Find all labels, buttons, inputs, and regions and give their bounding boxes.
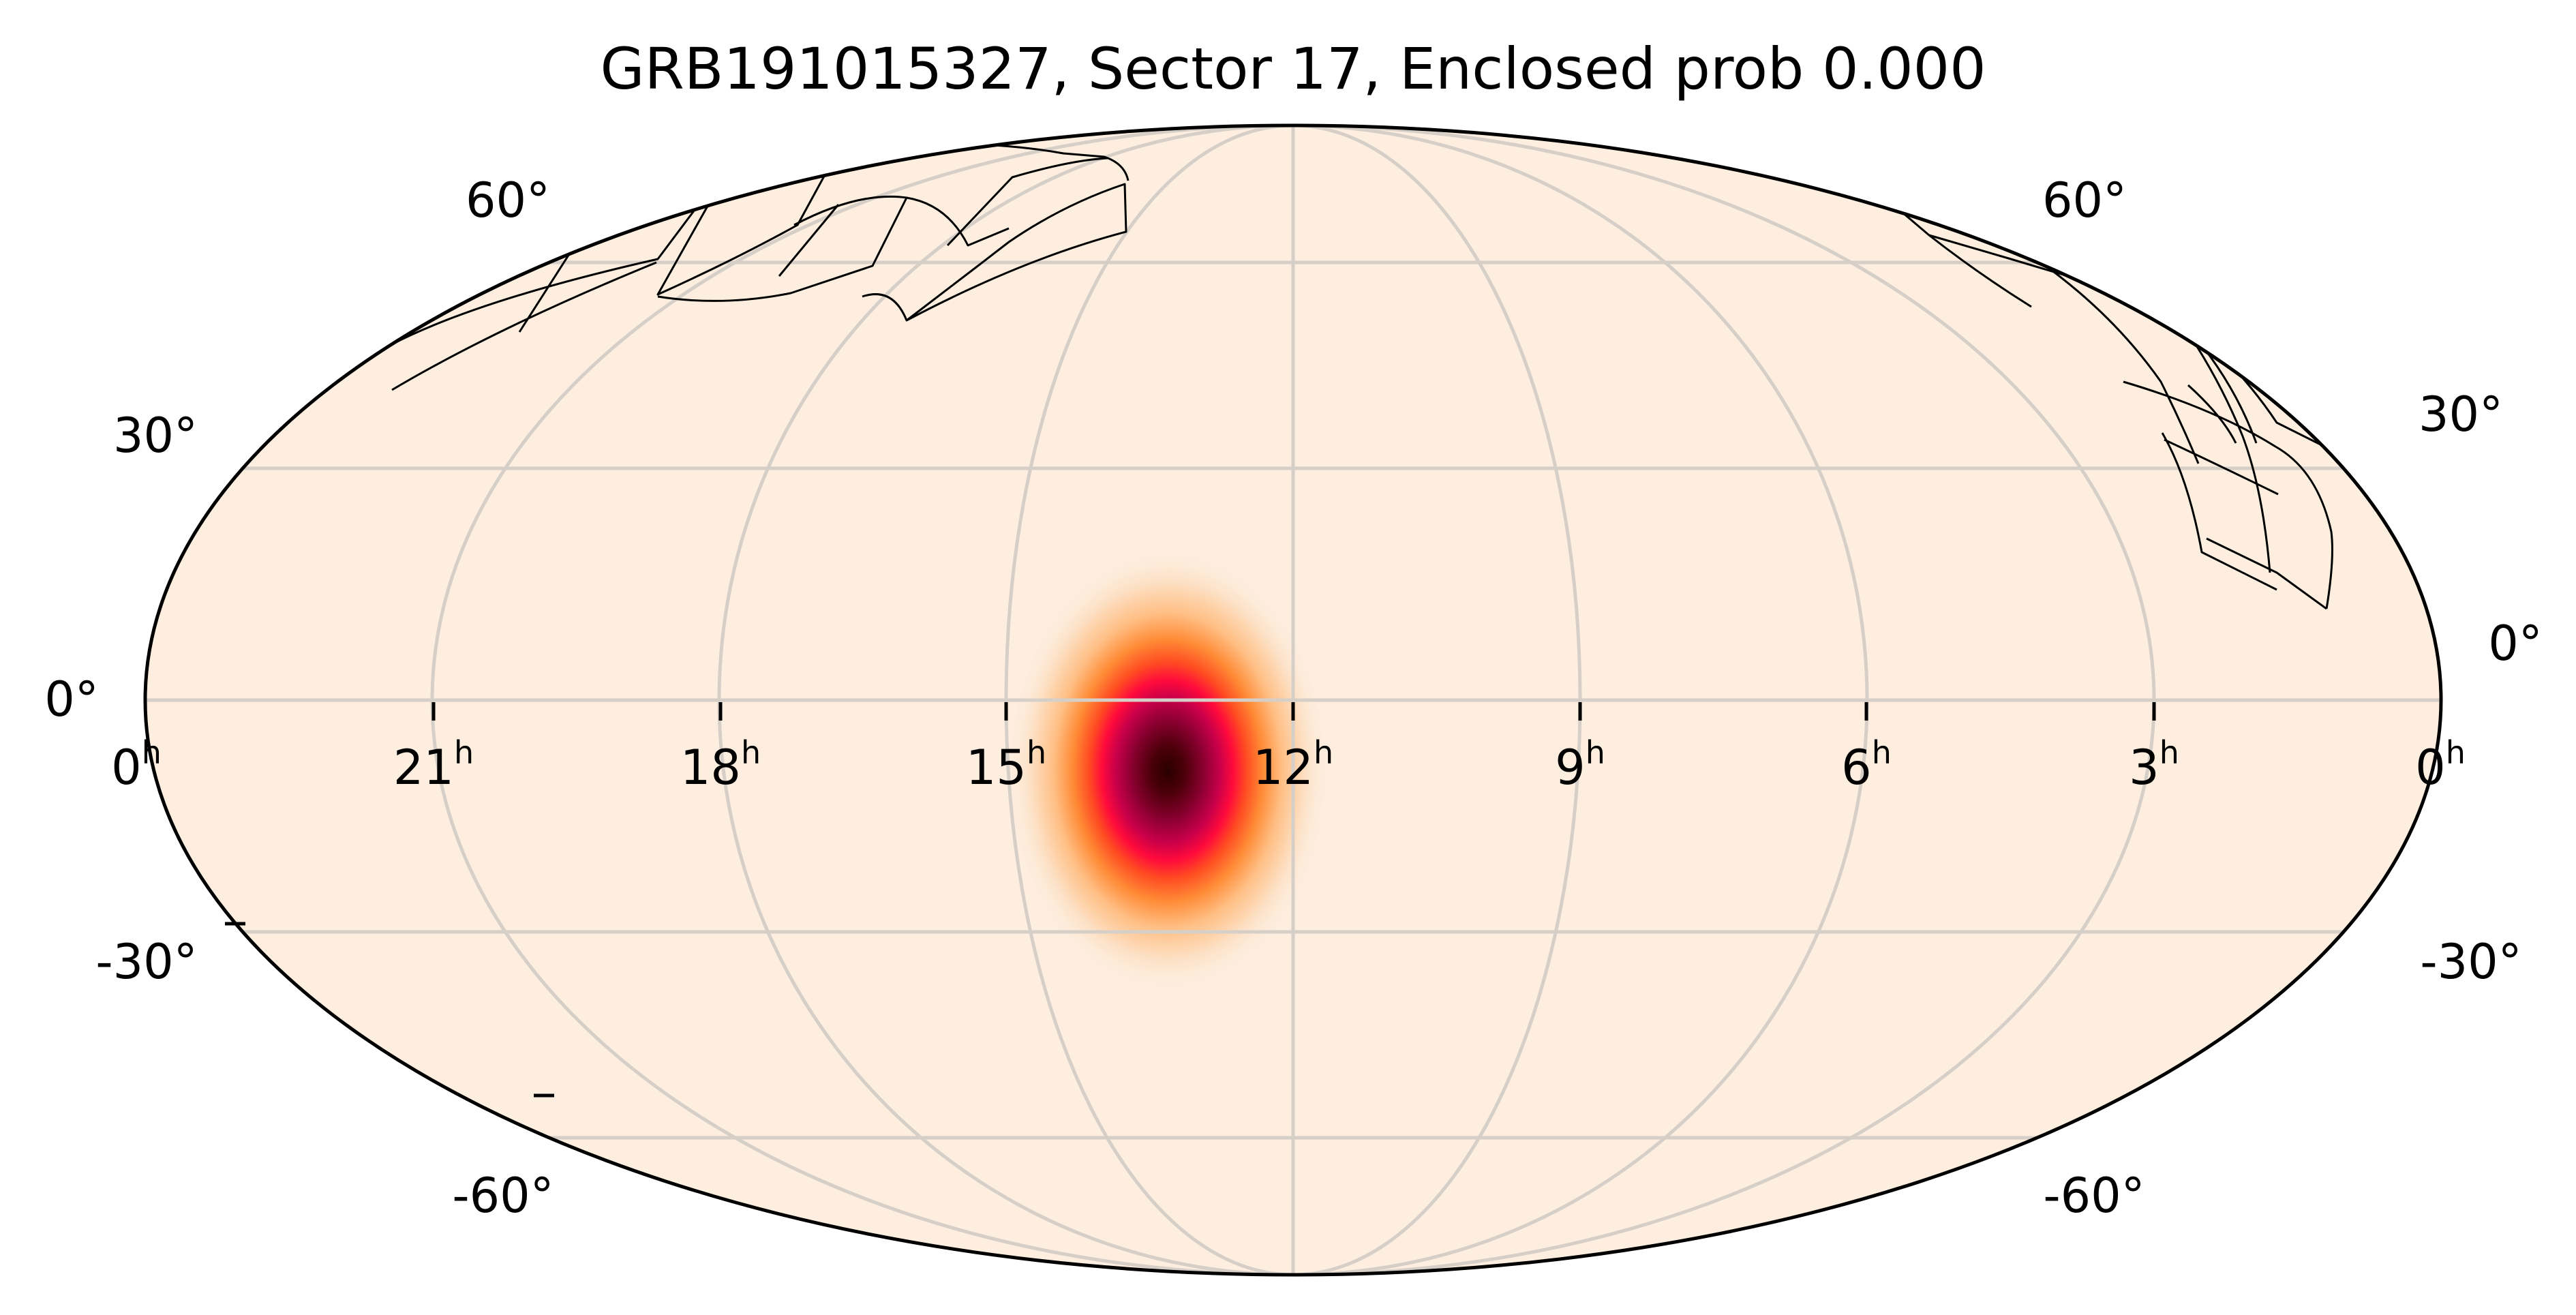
dec-label-right-neg60: -60° [2043,1168,2145,1224]
ra-label-9h: 9 [1555,740,1586,796]
svg-text:15h: 15h [966,734,1046,796]
ra-label-21h: 21 [393,740,454,796]
dec-label-left-neg60: -60° [452,1168,554,1224]
svg-text:6h: 6h [1841,734,1892,796]
ra-ticks [431,702,2156,721]
dec-label-left-30: 30° [113,408,198,464]
ra-label-15h: 15 [966,740,1027,796]
dec-label-right-60: 60° [2042,172,2127,228]
ra-labels: 0h 21h 18h 15h 12h 9h 6h 3h 0h [111,734,2466,796]
dec-labels-right: 60° 30° 0° -30° -60° [2042,172,2543,1224]
chart-title: GRB191015327, Sector 17, Enclosed prob 0… [600,35,1986,102]
ra-label-3h: 3 [2129,740,2160,796]
sky-frame [143,123,2443,1277]
svg-text:12h: 12h [1253,734,1333,796]
svg-text:0h: 0h [111,734,162,796]
dec-label-right-neg30: -30° [2420,934,2521,990]
dec-labels-left: 60° 30° 0° -30° -60° [44,172,554,1224]
svg-text:9h: 9h [1555,734,1605,796]
svg-text:21h: 21h [393,734,474,796]
dec-label-left-neg30: -30° [95,934,197,990]
longitude-grid [430,125,2156,1275]
dec-label-right-30: 30° [2419,387,2503,442]
dec-label-left-0: 0° [44,671,99,727]
ra-label-18h: 18 [680,740,741,796]
ra-label-0h-right: 0 [2415,740,2446,796]
svg-text:3h: 3h [2129,734,2179,796]
svg-text:0h: 0h [2415,734,2466,796]
dec-label-right-0: 0° [2488,616,2543,671]
probability-heatmap [1004,545,1331,995]
ra-label-12h: 12 [1253,740,1314,796]
ra-label-6h: 6 [1841,740,1872,796]
svg-text:18h: 18h [680,734,761,796]
ra-label-0h-left: 0 [111,740,142,796]
dec-label-left-60: 60° [466,172,550,228]
